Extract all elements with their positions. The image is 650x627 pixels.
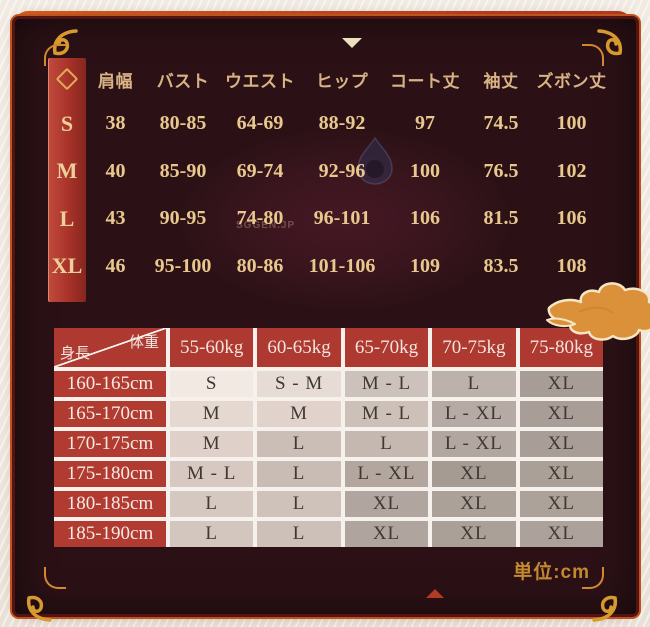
measurement-value: 40	[105, 159, 126, 182]
measurement-column-header: ヒップ	[315, 71, 369, 91]
size-label: M	[56, 158, 78, 184]
fit-size-cell: S - M	[257, 371, 341, 397]
measurement-column-header: コート丈	[390, 71, 460, 91]
height-row-label: 185-190cm	[54, 521, 166, 547]
measurement-value: 81.5	[483, 207, 519, 230]
measurement-column-header: ズボン丈	[536, 71, 607, 91]
weight-column-header: 60-65kg	[257, 328, 341, 367]
fit-size-cell: XL	[519, 371, 603, 397]
corner-curl-icon	[597, 29, 623, 56]
measurement-value: 83.5	[483, 254, 519, 277]
unit-label: 単位:cm	[513, 562, 590, 583]
diamond-icon	[55, 67, 79, 91]
fit-size-cell: XL	[519, 401, 603, 427]
height-row-label: 165-170cm	[54, 401, 166, 427]
measurement-value: 96-101	[313, 207, 371, 230]
fit-size-cell: M	[170, 401, 254, 427]
corner-curl-icon	[52, 29, 78, 56]
measurement-value: 90-95	[159, 207, 207, 230]
measurement-value: 100	[410, 159, 440, 182]
watermark-label: SGGEN.JP	[236, 220, 296, 231]
fit-size-cell: L - XL	[432, 431, 516, 457]
measurement-value: 69-74	[236, 159, 284, 182]
weight-axis-label: 体重	[128, 334, 159, 351]
fit-size-cell: L	[170, 491, 254, 517]
measurement-column-header: バスト	[156, 71, 210, 91]
measurement-value: 102	[556, 159, 587, 182]
weight-column-header: 55-60kg	[170, 328, 254, 367]
measurement-column-header: 袖丈	[483, 71, 519, 91]
measurement-value: 106	[556, 207, 587, 230]
frame-bottom-notch	[426, 589, 444, 598]
flame-icon	[357, 136, 393, 185]
watermark-blob	[180, 130, 510, 310]
measurement-value: 97	[415, 112, 435, 135]
fit-size-cell: L	[344, 431, 429, 457]
measurement-value: 85-90	[159, 159, 207, 182]
measurement-value: 76.5	[483, 159, 519, 182]
size-label: S	[60, 110, 74, 136]
measurement-value: 106	[410, 207, 440, 230]
measurement-value: 74-80	[236, 207, 284, 230]
size-label-column: S M L XL	[48, 58, 86, 302]
fit-size-cell: XL	[344, 491, 429, 517]
fit-size-cell: S	[170, 371, 254, 397]
fit-size-cell: L	[170, 521, 254, 547]
fit-size-cell: XL	[432, 461, 516, 487]
measurement-value: 43	[105, 207, 126, 230]
fit-size-cell: M - L	[170, 461, 254, 487]
measurement-value: 46	[105, 254, 126, 277]
weight-column-header: 65-70kg	[344, 328, 429, 367]
axis-header-cell: 体重 身長	[54, 328, 166, 367]
fit-size-cell: L	[432, 371, 516, 397]
fit-size-cell: XL	[344, 521, 429, 547]
measurement-column-header: 肩幅	[98, 71, 133, 91]
height-row-label: 180-185cm	[54, 491, 166, 517]
fit-size-cell: XL	[432, 521, 516, 547]
fit-size-cell: XL	[519, 461, 603, 487]
size-label: XL	[51, 253, 83, 279]
fit-size-cell: L	[257, 521, 341, 547]
height-row-label: 175-180cm	[54, 461, 166, 487]
size-label: L	[59, 205, 75, 231]
corner-curl-icon	[592, 595, 618, 622]
height-row-label: 160-165cm	[54, 371, 166, 397]
measurement-column-header: ウエスト	[225, 71, 295, 91]
measurement-value: 74.5	[483, 112, 519, 135]
fit-size-cell: XL	[519, 431, 603, 457]
measurement-table: 肩幅 バスト ウエスト ヒップ コート丈 袖丈 ズボン丈 38 80-85 64-69 88-92 9…	[86, 58, 606, 290]
fit-size-cell: L - XL	[344, 461, 429, 487]
height-axis-label: 身長	[60, 345, 91, 362]
fit-size-cell: L - XL	[432, 401, 516, 427]
cloud-ornament-icon	[546, 282, 650, 341]
measurement-value: 38	[105, 112, 126, 135]
corner-curl-icon	[26, 595, 52, 622]
fit-size-cell: M - L	[344, 401, 429, 427]
measurement-value: 80-85	[159, 112, 207, 135]
measurement-value: 109	[410, 254, 440, 277]
measurement-value: 64-69	[236, 112, 284, 135]
measurement-value: 92-96	[318, 159, 366, 182]
fit-size-cell: XL	[432, 491, 516, 517]
fit-size-cell: M	[170, 431, 254, 457]
fit-size-cell: XL	[519, 491, 603, 517]
fit-size-cell: L	[257, 461, 341, 487]
fit-size-cell: M - L	[344, 371, 429, 397]
fit-size-cell: XL	[519, 521, 603, 547]
fit-size-cell: M	[257, 401, 341, 427]
measurement-value: 88-92	[318, 112, 366, 135]
measurement-value: 100	[556, 112, 587, 135]
measurement-value: 101-106	[308, 254, 376, 277]
height-row-label: 170-175cm	[54, 431, 166, 457]
measurement-value: 95-100	[154, 254, 212, 277]
size-corner-cell	[48, 58, 86, 100]
frame-top-notch	[342, 38, 362, 48]
fit-recommendation-table: 体重 身長 55-60kg 60-65kg 65-70kg 70-75kg 75-80k…	[54, 328, 603, 547]
fit-size-cell: L	[257, 431, 341, 457]
weight-column-header: 70-75kg	[432, 328, 516, 367]
measurement-value: 80-86	[236, 254, 284, 277]
fit-size-cell: L	[257, 491, 341, 517]
measurement-value: 108	[556, 254, 587, 277]
